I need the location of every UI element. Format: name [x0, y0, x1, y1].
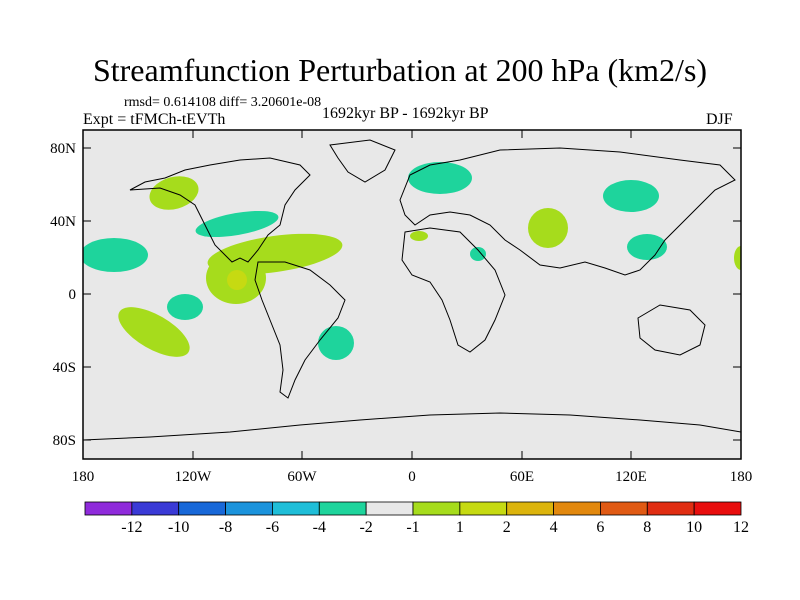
e-asia-negative [627, 234, 667, 260]
lon-label-180w: 180 [72, 469, 95, 485]
colorbar-label: -2 [359, 519, 372, 536]
africa-coast [401, 227, 506, 353]
lon-ticks [82, 130, 742, 459]
colorbar: -12 -10 -8 -6 -4 -2 -1 1 2 4 6 8 10 12 [84, 501, 749, 536]
colorbar-label: -12 [121, 519, 142, 536]
lat-label-40n: 40N [50, 214, 76, 230]
colorbar-label: 8 [643, 519, 651, 536]
colorbar-label: 6 [596, 519, 604, 536]
s-atlantic-negative [318, 326, 354, 360]
central-asia-positive [528, 208, 568, 248]
rmsd-diff-stats: rmsd= 0.614108 diff= 3.20601e-08 [124, 95, 322, 110]
lon-label-60e: 60E [510, 469, 534, 485]
lon-label-120w: 120W [175, 469, 213, 485]
colorbar-label: 10 [686, 519, 702, 536]
colorbar-label: 2 [503, 519, 511, 536]
experiment-label: Expt = tFMCh-tEVTh [83, 111, 226, 128]
colorbar-label: -6 [266, 519, 279, 536]
lat-label-0: 0 [69, 287, 77, 303]
colorbar-label: -8 [219, 519, 232, 536]
colorbar-label: -1 [406, 519, 419, 536]
w-pacific-positive [734, 246, 741, 270]
coastlines [83, 139, 741, 441]
colorbar-swatch [506, 501, 554, 516]
eurasia-coast [399, 147, 736, 276]
n-europe-negative [408, 162, 472, 194]
arabia-negative [470, 247, 486, 261]
season-label: DJF [706, 111, 733, 128]
colorbar-swatch [693, 501, 742, 516]
n-africa-positive [410, 231, 428, 241]
colorbar-label: 4 [550, 519, 558, 536]
south-america-coast [254, 261, 346, 399]
colorbar-swatch [365, 501, 414, 516]
lon-label-120e: 120E [615, 469, 647, 485]
greenland-coast [329, 139, 396, 183]
colorbar-label: 12 [733, 519, 749, 536]
colorbar-label: 1 [456, 519, 464, 536]
colorbar-swatch [412, 501, 461, 516]
colorbar-swatch [131, 501, 180, 516]
colorbar-swatch [646, 501, 695, 516]
lon-label-0: 0 [408, 469, 416, 485]
n-america-negative [195, 210, 279, 238]
colorbar-swatch [553, 501, 601, 516]
central-america-core [227, 270, 247, 290]
colorbar-swatch [318, 501, 367, 516]
colorbar-swatch [84, 501, 133, 516]
lat-label-40s: 40S [53, 360, 76, 376]
lat-label-80s: 80S [53, 433, 76, 449]
north-america-coast [129, 157, 311, 263]
colorbar-swatch [225, 501, 273, 516]
lat-label-80n: 80N [50, 141, 76, 157]
lat-ticks [83, 147, 741, 441]
colorbar-swatch [178, 501, 226, 516]
colorbar-swatch [272, 501, 320, 516]
period-label: 1692kyr BP - 1692kyr BP [322, 105, 489, 122]
australia-coast [637, 304, 706, 356]
colorbar-swatch [600, 501, 648, 516]
siberia-negative [603, 180, 659, 212]
lon-label-60w: 60W [287, 469, 317, 485]
colorbar-label: -4 [313, 519, 326, 536]
colorbar-label: -10 [168, 519, 189, 536]
tropical-pacific-negative [167, 294, 203, 320]
lon-label-180e: 180 [730, 469, 753, 485]
map-title: Streamfunction Perturbation at 200 hPa (… [92, 52, 708, 88]
s-pacific-positive [118, 307, 190, 357]
antarctica-coast [83, 412, 741, 441]
colorbar-swatch [459, 501, 508, 516]
e-pacific-negative [83, 238, 148, 272]
